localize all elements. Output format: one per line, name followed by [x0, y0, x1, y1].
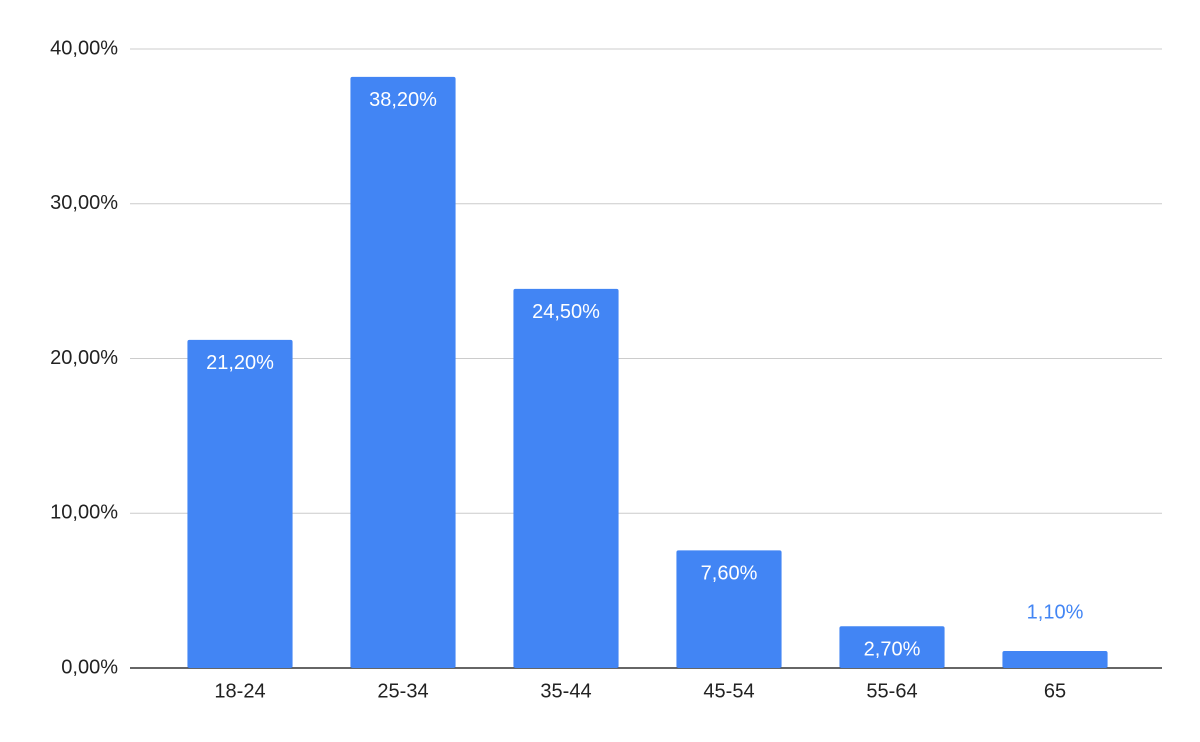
value-label: 24,50% — [532, 301, 600, 323]
x-tick-label: 25-34 — [377, 680, 428, 702]
bar — [839, 626, 945, 668]
bar — [1002, 650, 1108, 668]
y-tick-label: 40,00% — [50, 37, 118, 59]
x-tick-label: 55-64 — [866, 680, 917, 702]
bar — [513, 288, 619, 668]
value-label: 2,70% — [864, 638, 921, 660]
y-tick-label: 20,00% — [50, 347, 118, 369]
value-label: 7,60% — [701, 563, 758, 585]
bar — [187, 339, 293, 668]
x-tick-label: 18-24 — [214, 680, 265, 702]
x-tick-label: 65 — [1044, 680, 1066, 702]
x-tick-label: 35-44 — [540, 680, 591, 702]
y-tick-label: 0,00% — [61, 656, 118, 678]
bar — [676, 550, 782, 668]
bar — [350, 76, 456, 669]
x-tick-label: 45-54 — [703, 680, 754, 702]
value-label: 1,10% — [1027, 601, 1084, 623]
value-label: 21,20% — [206, 352, 274, 374]
y-tick-label: 30,00% — [50, 192, 118, 214]
y-tick-label: 10,00% — [50, 502, 118, 524]
value-label: 38,20% — [369, 89, 437, 111]
